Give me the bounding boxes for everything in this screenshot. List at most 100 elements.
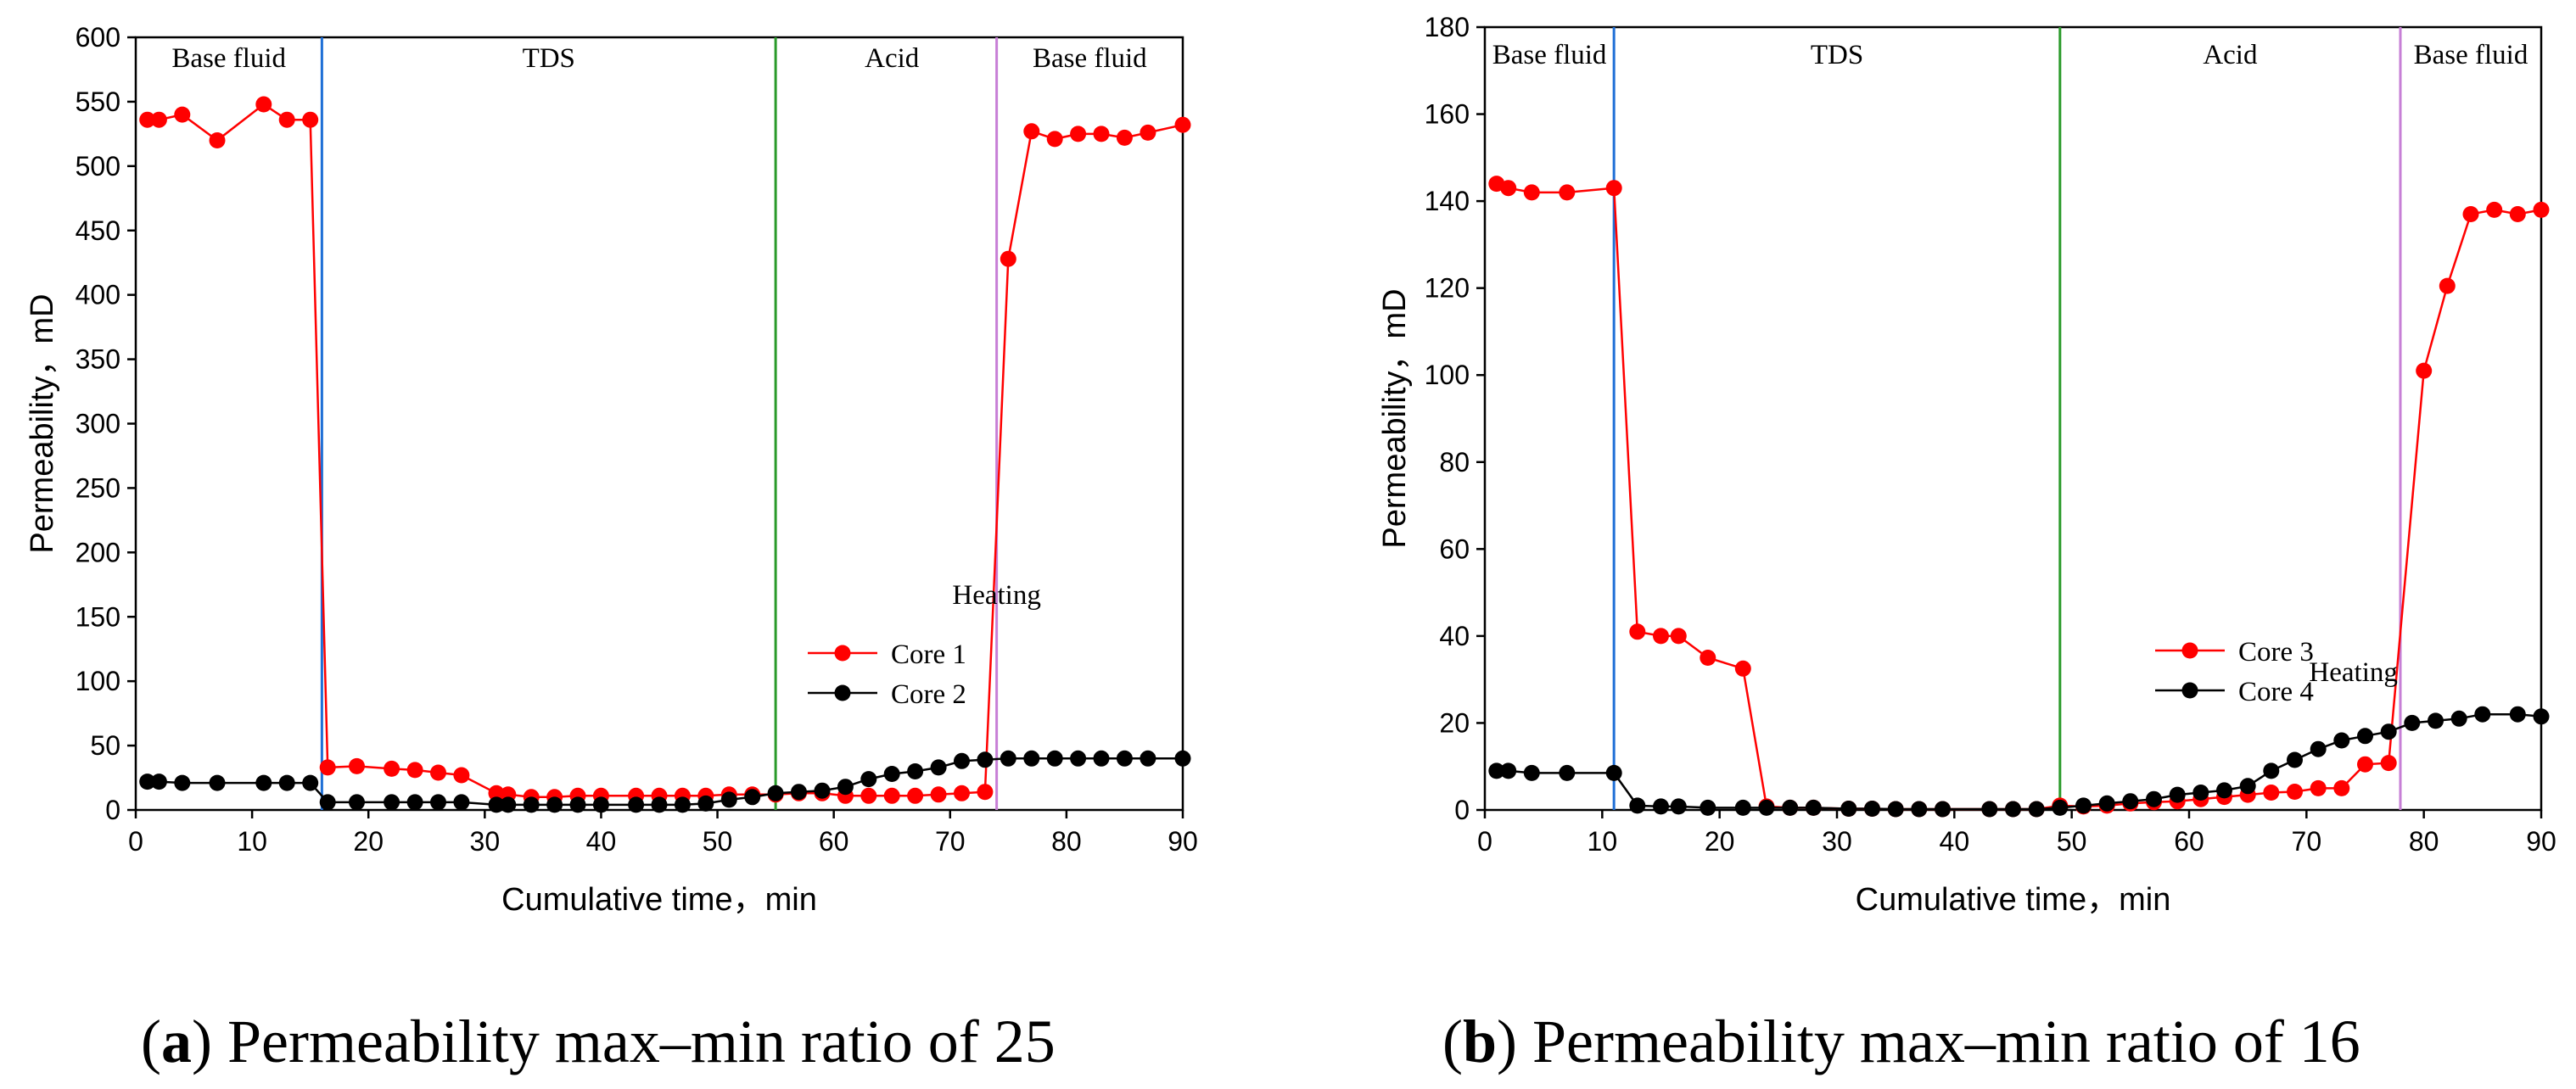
stage-label: Acid [865, 43, 920, 74]
y-tick-label: 100 [76, 666, 120, 696]
data-point [278, 111, 295, 128]
data-point [1093, 126, 1110, 142]
data-point [1700, 650, 1716, 666]
x-tick-label: 10 [1588, 826, 1618, 857]
legend-label: Core 2 [891, 679, 966, 710]
data-point [1523, 764, 1540, 781]
data-point [255, 96, 272, 113]
stage-label: Base fluid [171, 43, 286, 74]
data-point [2287, 751, 2303, 768]
stage-label: TDS [523, 43, 575, 74]
data-point [2122, 793, 2139, 810]
data-point [674, 796, 691, 813]
data-point [2428, 712, 2444, 729]
data-point [907, 763, 924, 779]
y-tick-label: 200 [76, 537, 120, 567]
x-tick-label: 70 [935, 826, 966, 857]
data-point [1629, 623, 1646, 640]
y-tick-label: 250 [76, 472, 120, 503]
data-point [930, 786, 947, 803]
data-point [720, 791, 737, 808]
data-point [651, 796, 668, 813]
y-tick-label: 600 [76, 22, 120, 53]
data-point [1653, 798, 1669, 815]
legend-marker [834, 645, 851, 662]
data-point [954, 752, 970, 769]
data-point [1911, 801, 1928, 818]
x-tick-label: 90 [2526, 826, 2556, 857]
series-core-4 [1488, 706, 2550, 818]
data-point [2533, 708, 2550, 725]
legend-label: Core 3 [2238, 637, 2314, 667]
data-point [319, 794, 336, 811]
data-point [2310, 779, 2327, 796]
data-point [628, 796, 645, 813]
data-point [546, 796, 563, 813]
data-point [1488, 762, 1505, 779]
data-point [1559, 764, 1576, 781]
data-point [523, 796, 540, 813]
x-tick-label: 70 [2292, 826, 2322, 857]
y-tick-label: 140 [1425, 186, 1470, 216]
series-line [1496, 182, 2542, 811]
data-point [883, 787, 900, 804]
data-point [2474, 706, 2491, 723]
data-point [791, 784, 807, 801]
x-tick-label: 20 [1705, 826, 1735, 857]
data-point [2333, 779, 2350, 796]
data-point [2263, 785, 2280, 801]
series-core-3 [1488, 176, 2550, 818]
data-point [174, 106, 191, 123]
data-point [302, 111, 319, 128]
data-point [174, 774, 191, 791]
data-point [1782, 799, 1799, 816]
data-point [1935, 801, 1951, 818]
data-point [1559, 184, 1576, 201]
data-point [860, 787, 877, 804]
data-point [500, 796, 517, 813]
x-tick-label: 50 [703, 826, 733, 857]
data-point [1605, 764, 1622, 781]
data-point [453, 767, 470, 784]
stage-label: Base fluid [2414, 40, 2528, 70]
stage-label: Base fluid [1492, 40, 1607, 70]
x-tick-label: 60 [2174, 826, 2204, 857]
chart-panel-a: 0 10 20 30 40 50 60 70 80 90 0 50 100 150 200 250 300 350… [25, 22, 1198, 1075]
data-point [1070, 750, 1087, 767]
y-axis-label: Permeability，mD [25, 293, 60, 553]
stage-label: Acid [2203, 40, 2258, 70]
y-tick-label: 40 [1439, 621, 1470, 651]
y-tick-label: 0 [1454, 795, 1470, 825]
legend-label: Core 4 [2238, 677, 2314, 707]
y-tick-label: 120 [1425, 273, 1470, 304]
x-tick-label: 50 [2057, 826, 2087, 857]
data-point [2357, 756, 2373, 773]
data-point [1070, 126, 1087, 142]
data-point [139, 111, 156, 128]
data-point [2462, 206, 2479, 222]
data-point [384, 794, 400, 811]
data-point [2416, 362, 2433, 379]
data-point [2333, 732, 2350, 749]
data-point [2263, 762, 2280, 779]
data-point [488, 796, 505, 813]
data-point [2052, 799, 2069, 816]
y-tick-label: 150 [76, 601, 120, 632]
data-point [814, 782, 831, 799]
data-point [1046, 750, 1063, 767]
data-point [2509, 206, 2526, 222]
data-point [907, 787, 924, 804]
data-point [1140, 750, 1156, 767]
data-point [1605, 180, 1622, 197]
x-tick-label: 0 [1477, 826, 1492, 857]
data-point [278, 774, 295, 791]
x-tick-label: 0 [128, 826, 143, 857]
x-tick-label: 30 [470, 826, 501, 857]
figure-caption: (b) Permeability max–min ratio of 16 [1442, 1008, 2360, 1075]
x-axis-label: Cumulative time，min [1856, 882, 2171, 918]
plot-frame [1483, 25, 2543, 812]
data-point [1000, 250, 1016, 267]
y-tick-label: 400 [76, 280, 120, 310]
data-point [1864, 801, 1880, 817]
y-tick-label: 100 [1425, 360, 1470, 390]
